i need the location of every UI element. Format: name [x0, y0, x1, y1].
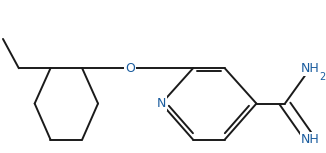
- Text: N: N: [157, 97, 166, 110]
- Text: NH: NH: [301, 133, 320, 146]
- Text: O: O: [125, 62, 135, 75]
- Text: NH: NH: [301, 62, 320, 75]
- Text: 2: 2: [319, 71, 325, 82]
